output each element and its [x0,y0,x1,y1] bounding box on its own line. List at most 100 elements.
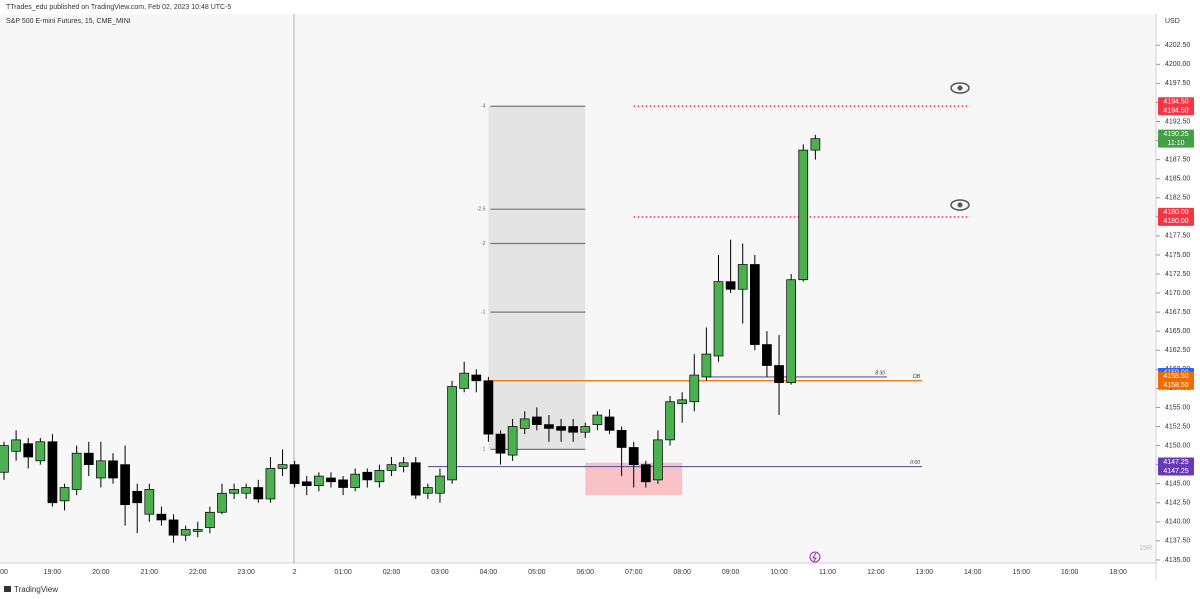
event-bolt [812,552,817,562]
line-label: 8:30 [875,370,885,376]
candle-body [108,460,118,479]
candle-body [556,426,566,431]
candle-body [144,489,155,515]
x-tick-label: 01:00 [334,569,352,576]
candle-body [156,513,167,521]
y-tick-label: 4185.00 [1165,176,1190,183]
candle-body [265,468,276,500]
candle-body [423,487,433,494]
candle-body [205,511,215,528]
x-tick-label: 03:00 [431,569,449,576]
candle-body [544,424,554,429]
candle-body [11,439,21,452]
x-tick-label: 13:00 [916,569,934,576]
fib-label: 1 [483,447,486,453]
x-tick-label: 09:00 [722,569,740,576]
candle-body [132,490,143,504]
price-label-text: 4180.00 [1163,218,1188,225]
price-label-text: 4158.50 [1163,373,1188,380]
y-tick-label: 4140.00 [1165,519,1190,526]
eye-icon[interactable] [950,82,970,94]
price-label-text: 4194.50 [1163,108,1188,115]
candle-body [519,418,530,429]
fib-label: -4 [481,104,486,110]
fib-label: -1 [481,309,486,315]
candle-body [495,433,506,454]
candle-body [277,464,288,469]
candle-body [810,138,821,151]
x-tick-label: 08:00 [673,569,691,576]
candle-body [653,439,663,481]
x-tick-label: 16:00 [1061,569,1079,576]
candle-body [229,489,239,494]
y-tick-label: 4150.00 [1165,442,1190,449]
candle-body [483,380,494,435]
candle-body [435,475,445,494]
price-label-text: 4158.50 [1163,382,1188,389]
candle-body [386,464,397,471]
x-tick-label: 23:00 [237,569,255,576]
x-tick-label: 10:00 [770,569,788,576]
x-tick-label: 19:00 [44,569,62,576]
x-tick-label: 21:00 [141,569,159,576]
y-tick-label: 4182.50 [1165,195,1190,202]
candle-body [362,471,373,481]
candle-body [786,279,797,384]
candle-body [471,374,482,382]
y-tick-label: 4187.50 [1165,156,1190,163]
candle-body [83,452,94,465]
candle-body [47,441,58,504]
y-tick-label: 4197.50 [1165,80,1190,87]
candle-body [410,462,421,496]
candle-body [447,386,457,481]
x-tick-label: 18:00 [1109,569,1127,576]
price-label-text: 4190.25 [1163,131,1188,138]
chart-title: S&P 500 E-mini Futures, 15, CME_MINI [6,18,131,25]
candle-body [640,464,651,483]
candle-body [507,426,518,456]
event-icon[interactable] [809,551,821,563]
price-label-box [1158,371,1194,390]
x-tick-label: 22:00 [189,569,207,576]
price-label-box [1158,457,1194,476]
fib-box [488,106,586,450]
watermark: 15R [1139,545,1152,552]
brand: TradingView [14,585,58,594]
candle-body [616,429,627,448]
x-tick-label: 06:00 [577,569,595,576]
price-label-text: 4194.50 [1163,99,1188,106]
candle-body [241,487,252,494]
price-label-text: 4147.25 [1163,459,1188,466]
price-label-box [1158,129,1194,148]
candle-body [59,487,70,502]
candle-body [737,264,748,290]
x-tick-label: 15:00 [1012,569,1030,576]
candle-body [568,426,579,433]
candle-body [628,447,639,465]
candle-body [798,149,809,281]
x-tick-label: 14:00 [964,569,982,576]
y-tick-label: 4175.00 [1165,252,1190,259]
eye-icon[interactable] [950,199,970,211]
x-tick-label: 20:00 [92,569,110,576]
candle-body [35,441,46,462]
candle-body [749,264,760,345]
candle-body [96,460,106,479]
candle-body [23,443,34,458]
y-tick-label: 4172.50 [1165,271,1190,278]
y-tick-label: 4200.00 [1165,61,1190,68]
x-tick-label: 04:00 [480,569,498,576]
candle-body [604,416,615,431]
price-label-text: 4147.25 [1163,468,1188,475]
x-tick-label: 07:00 [625,569,643,576]
x-tick-label: 02:00 [383,569,401,576]
candle-body [592,414,603,425]
y-tick-label: 4137.50 [1165,538,1190,545]
candle-body [71,452,82,490]
publisher: TTrades_edu published on TradingView.com… [6,4,231,11]
y-tick-label: 4202.50 [1165,42,1190,49]
candle-body [459,372,470,389]
candle-body [326,477,336,483]
y-tick-label: 4177.50 [1165,233,1190,240]
